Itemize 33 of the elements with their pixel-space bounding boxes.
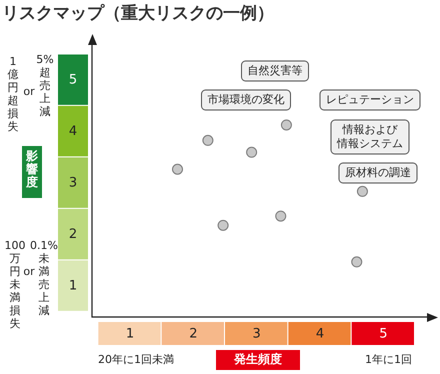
y-axis-title: 影響度: [25, 149, 38, 190]
y-tick-label: 5: [68, 72, 78, 88]
x-tick-label: 3: [252, 326, 261, 342]
y-tick-label: 2: [68, 227, 78, 242]
x-tick-label: 5: [379, 326, 388, 342]
text: 1年に1回: [365, 352, 412, 366]
text: or: [23, 264, 36, 278]
annotation: 市場環境の変化: [208, 92, 284, 106]
point: [172, 164, 183, 175]
x-tick-label: 2: [189, 326, 198, 342]
text: 20年に1回未満: [98, 352, 174, 366]
annotation: レピュテーション: [326, 92, 414, 106]
y-tick-label: 4: [68, 124, 78, 140]
x-axis-title: 発生頻度: [233, 352, 282, 366]
text: 100万円未満損失: [4, 238, 26, 330]
point: [280, 119, 292, 130]
text: 1億円超損失: [8, 54, 18, 133]
annotation: 自然災害等: [248, 64, 302, 77]
x-tick-label: 4: [316, 326, 324, 342]
point: [351, 256, 362, 268]
point: [246, 146, 258, 158]
text: or: [23, 84, 36, 98]
x-tick-label: 1: [126, 326, 134, 342]
y-tick-label: 1: [68, 278, 78, 294]
annotation: 情報および情報システム: [336, 122, 403, 150]
annotation: 原材料の調達: [345, 166, 411, 179]
point: [275, 210, 286, 222]
y-tick-label: 3: [68, 176, 78, 191]
chart-title: リスクマップ（重大リスクの一例）: [2, 3, 274, 24]
point: [356, 186, 368, 197]
point: [218, 220, 229, 231]
point: [202, 134, 214, 146]
text: 5%超売上減: [36, 52, 54, 118]
